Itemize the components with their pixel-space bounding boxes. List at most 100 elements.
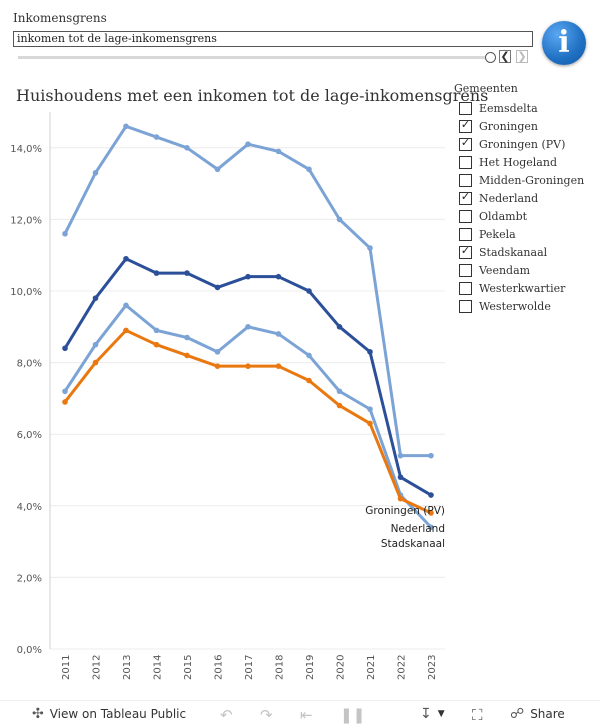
y-tick-label: 0,0% — [17, 645, 42, 656]
x-tick-label: 2015 — [183, 655, 194, 680]
legend-item[interactable]: Oldambt — [459, 208, 527, 224]
legend-item[interactable]: ✓ Stadskanaal — [459, 244, 547, 260]
data-point — [367, 420, 373, 427]
pause-icon[interactable]: ❚❚ — [340, 706, 366, 724]
legend-item[interactable]: Midden-Groningen — [459, 172, 584, 188]
share-button[interactable]: ☍ Share — [510, 706, 565, 722]
data-point — [214, 284, 221, 291]
data-point — [153, 270, 160, 276]
legend-label: Eemsdelta — [479, 101, 538, 115]
end-label: Nederland — [391, 523, 445, 535]
legend-item[interactable]: Het Hogeland — [459, 154, 557, 170]
share-icon: ☍ — [510, 706, 525, 722]
end-label: Stadskanaal — [381, 538, 445, 550]
data-point — [62, 345, 68, 352]
data-point — [92, 170, 99, 176]
checkmark-icon: ✓ — [460, 189, 471, 203]
legend-checkbox[interactable]: ✓ — [459, 189, 472, 205]
checkmark-icon: ✓ — [460, 243, 471, 257]
data-point — [397, 495, 404, 502]
legend-label: Westerwolde — [479, 299, 551, 313]
data-point — [428, 524, 434, 531]
legend-checkbox[interactable] — [459, 227, 472, 241]
legend-checkbox[interactable] — [459, 173, 472, 187]
y-tick-label: 6,0% — [17, 430, 42, 441]
data-point — [275, 363, 282, 369]
legend-checkbox[interactable]: ✓ — [459, 118, 472, 133]
legend-checkbox[interactable] — [459, 263, 472, 277]
data-point — [153, 134, 160, 140]
data-point — [306, 352, 312, 359]
legend-item[interactable]: ✓ Groningen (PV) — [459, 136, 565, 152]
x-tick-label: 2022 — [397, 655, 408, 680]
download-button[interactable]: ↧ ▼ — [420, 706, 445, 722]
x-tick-label: 2013 — [122, 655, 133, 680]
filter-slider-track[interactable] — [18, 56, 488, 59]
filter-label: Inkomensgrens — [13, 11, 107, 25]
data-point — [306, 377, 312, 384]
fullscreen-icon[interactable]: ⛶ — [472, 706, 483, 724]
data-point — [214, 349, 221, 355]
info-icon[interactable]: i — [542, 21, 586, 65]
legend-item[interactable]: Eemsdelta — [459, 100, 538, 116]
legend-item[interactable]: ✓ Groningen — [459, 118, 538, 134]
data-point — [336, 324, 343, 330]
data-point — [123, 255, 129, 262]
legend-label: Nederland — [479, 191, 539, 205]
data-point — [306, 288, 312, 294]
legend-checkbox[interactable] — [459, 299, 472, 313]
legend-item[interactable]: Veendam — [459, 262, 530, 278]
share-label: Share — [530, 707, 565, 721]
checkmark-icon: ✓ — [460, 135, 471, 149]
legend-label: Westerkwartier — [479, 281, 566, 295]
y-tick-label: 12,0% — [10, 215, 42, 226]
data-point — [92, 341, 99, 348]
revert-icon[interactable]: ⇤ — [300, 706, 313, 724]
legend-item[interactable]: Westerwolde — [459, 298, 551, 314]
data-point — [62, 399, 68, 405]
y-tick-label: 14,0% — [10, 144, 42, 155]
legend-label: Groningen (PV) — [479, 137, 566, 151]
legend-label: Pekela — [479, 227, 516, 241]
legend-item[interactable]: Pekela — [459, 226, 516, 242]
data-point — [306, 166, 312, 173]
legend-checkbox[interactable] — [459, 101, 472, 115]
data-point — [184, 145, 190, 151]
x-tick-label: 2021 — [366, 655, 377, 680]
download-icon: ↧ — [420, 706, 432, 722]
chevron-left-icon: ❮ — [500, 50, 510, 63]
x-tick-label: 2019 — [305, 655, 316, 680]
x-tick-label: 2016 — [214, 655, 225, 680]
legend-checkbox[interactable]: ✓ — [459, 243, 472, 259]
legend-item[interactable]: Westerkwartier — [459, 280, 565, 296]
legend-checkbox[interactable] — [459, 155, 472, 169]
view-on-tableau-link[interactable]: ✣ View on Tableau Public — [32, 706, 186, 722]
data-point — [336, 402, 343, 409]
data-point — [428, 452, 434, 459]
legend-item[interactable]: ✓ Nederland — [459, 190, 538, 206]
x-tick-label: 2011 — [61, 655, 72, 680]
data-point — [153, 341, 160, 348]
y-tick-label: 4,0% — [17, 502, 42, 513]
data-point — [214, 166, 221, 173]
chevron-right-icon: ❯ — [517, 50, 527, 63]
legend-label: Midden-Groningen — [479, 173, 585, 187]
undo-icon[interactable]: ↶ — [220, 706, 233, 724]
legend-label: Oldambt — [479, 209, 528, 223]
data-point — [92, 295, 99, 301]
filter-slider-thumb[interactable] — [485, 52, 496, 63]
legend-checkbox[interactable] — [459, 209, 472, 223]
data-point — [214, 363, 221, 369]
previous-value-button[interactable]: ❮ — [499, 50, 511, 63]
data-point — [336, 216, 343, 223]
end-label: Groningen (PV) — [365, 505, 445, 517]
income-threshold-dropdown[interactable]: inkomen tot de lage-inkomensgrens — [13, 31, 533, 47]
legend-title: Gemeenten — [454, 82, 518, 95]
legend-label: Groningen — [479, 119, 538, 133]
data-point — [245, 363, 251, 369]
data-point — [367, 349, 373, 355]
legend-checkbox[interactable] — [459, 281, 472, 295]
legend-checkbox[interactable]: ✓ — [459, 135, 472, 151]
redo-icon[interactable]: ↷ — [260, 706, 273, 724]
next-value-button[interactable]: ❯ — [516, 50, 528, 63]
